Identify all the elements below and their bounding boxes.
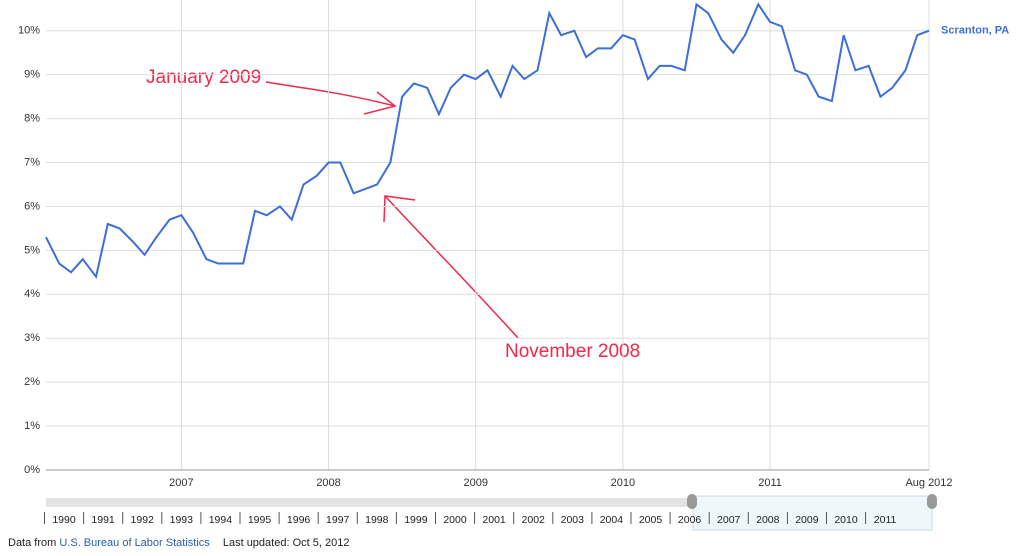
- series-label: Scranton, PA: [941, 25, 1009, 37]
- source-link[interactable]: U.S. Bureau of Labor Statistics: [59, 537, 210, 549]
- timeline-year: 1991: [91, 514, 115, 526]
- timeline-year: 2006: [678, 514, 702, 526]
- timeline-year: 2000: [443, 514, 467, 526]
- x-tick-label: 2011: [758, 477, 782, 489]
- timeline-selection[interactable]: [692, 495, 933, 531]
- timeline-year: 1995: [248, 514, 272, 526]
- timeline-year: 2010: [834, 514, 858, 526]
- source-prefix: Data from: [8, 537, 57, 549]
- timeline-year: 2003: [561, 514, 585, 526]
- y-tick-label: 5%: [24, 244, 40, 256]
- timeline-year: 2005: [639, 514, 663, 526]
- timeline-track: [46, 498, 935, 507]
- timeline-year: 2002: [522, 514, 546, 526]
- arrowhead-january: [363, 91, 397, 115]
- timeline-year: 1992: [131, 514, 155, 526]
- y-tick-label: 10%: [18, 25, 40, 37]
- footer: Data from U.S. Bureau of Labor Statistic…: [8, 537, 349, 549]
- timeline-year: 2008: [756, 514, 780, 526]
- timeline-year: 1990: [52, 514, 76, 526]
- timeline-year: 1997: [326, 514, 350, 526]
- timeline-handle-left[interactable]: [687, 494, 697, 509]
- chart: January 2009 November 2008 0% 1% 2% 3% 4% 5% 6…: [18, 0, 1009, 531]
- x-tick-label: 2010: [611, 477, 635, 489]
- y-tick-label: 6%: [24, 200, 40, 212]
- x-tick-label: Aug 2012: [905, 477, 952, 489]
- y-tick-label: 9%: [24, 69, 40, 81]
- timeline-year: 1998: [365, 514, 389, 526]
- timeline-year: 1999: [404, 514, 428, 526]
- annotation: January 2009: [146, 67, 261, 88]
- x-tick-label: 2009: [463, 477, 487, 489]
- y-tick-label: 0%: [24, 464, 40, 476]
- annotation: November 2008: [505, 341, 640, 362]
- timeline-year: 2001: [482, 514, 506, 526]
- timeline-year: 1996: [287, 514, 311, 526]
- timeline-handle-right[interactable]: [927, 494, 937, 509]
- x-tick-label: 2008: [316, 477, 340, 489]
- arrowhead-november: [383, 195, 416, 223]
- line: [45, 2, 930, 280]
- timeline-year: 2007: [717, 514, 741, 526]
- arrow-november: [384, 195, 519, 339]
- x-tick-label: 2007: [169, 477, 193, 489]
- y-tick-label: 1%: [24, 420, 40, 432]
- arrow-january: [265, 81, 396, 107]
- last-updated: Last updated: Oct 5, 2012: [222, 537, 350, 549]
- timeline-year: 2009: [795, 514, 819, 526]
- y-tick-label: 3%: [24, 332, 40, 344]
- annotation-arrows: [265, 81, 519, 339]
- timeline-year: 2004: [600, 514, 624, 526]
- timeline-year: 1993: [170, 514, 194, 526]
- y-tick-label: 7%: [24, 156, 40, 168]
- y-tick-label: 4%: [24, 288, 40, 300]
- timeline-year: 1994: [209, 514, 233, 526]
- y-tick-label: 2%: [24, 376, 40, 388]
- y-tick-label: 8%: [24, 113, 40, 125]
- timeline-year: 2011: [874, 514, 897, 526]
